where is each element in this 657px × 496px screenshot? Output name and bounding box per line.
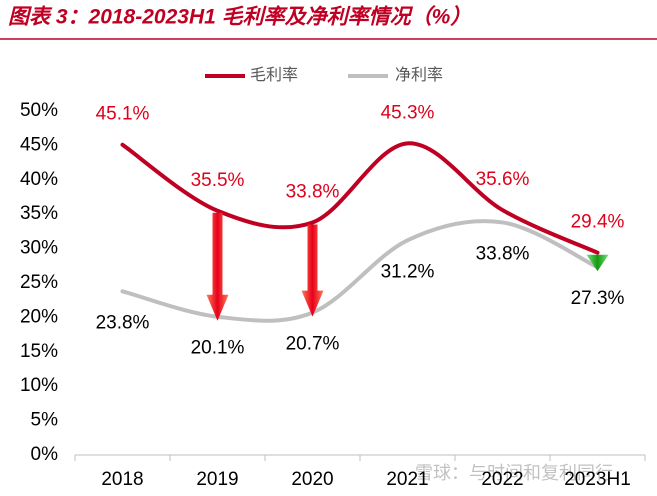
- legend-label: 毛利率: [250, 66, 298, 84]
- data-label: 23.8%: [96, 312, 150, 333]
- data-label: 20.7%: [286, 334, 340, 355]
- y-tick-label: 40%: [20, 169, 58, 190]
- series-line: [120, 141, 600, 255]
- x-tick-label: 2018: [101, 469, 143, 490]
- y-tick-label: 20%: [20, 306, 58, 327]
- arrow: [586, 254, 609, 272]
- data-label: 27.3%: [571, 288, 625, 309]
- data-label: 20.1%: [191, 338, 245, 359]
- x-tick-label: 2019: [196, 469, 238, 490]
- series-line: [120, 219, 600, 323]
- data-label: 29.4%: [571, 212, 625, 233]
- data-label: 31.2%: [381, 261, 435, 282]
- y-tick-label: 5%: [31, 410, 59, 431]
- y-tick-label: 10%: [20, 375, 58, 396]
- data-label: 33.8%: [286, 181, 340, 202]
- y-tick-label: 25%: [20, 272, 58, 293]
- y-tick-label: 0%: [31, 444, 59, 465]
- y-tick-label: 15%: [20, 341, 58, 362]
- arrow: [206, 212, 229, 321]
- x-tick-label: 2020: [291, 469, 333, 490]
- y-tick-label: 45%: [20, 134, 58, 155]
- y-tick-label: 35%: [20, 203, 58, 224]
- y-tick-label: 50%: [20, 100, 58, 121]
- chart-title: 图表 3：2018-2023H1 毛利率及净利率情况（%）: [8, 5, 471, 29]
- x-tick-label: 2021: [386, 469, 428, 490]
- data-label: 33.8%: [476, 243, 530, 264]
- data-label: 45.1%: [96, 104, 150, 125]
- legend-label: 净利率: [395, 66, 443, 84]
- y-tick-label: 30%: [20, 238, 58, 259]
- watermark: 雪球：与时间和复利同行: [415, 463, 613, 483]
- data-label: 35.6%: [476, 169, 530, 190]
- x-tick-label: 2022: [481, 469, 523, 490]
- arrow: [301, 224, 324, 317]
- data-label: 45.3%: [381, 102, 435, 123]
- x-tick-label: 2023H1: [564, 469, 631, 490]
- data-label: 35.5%: [191, 170, 245, 191]
